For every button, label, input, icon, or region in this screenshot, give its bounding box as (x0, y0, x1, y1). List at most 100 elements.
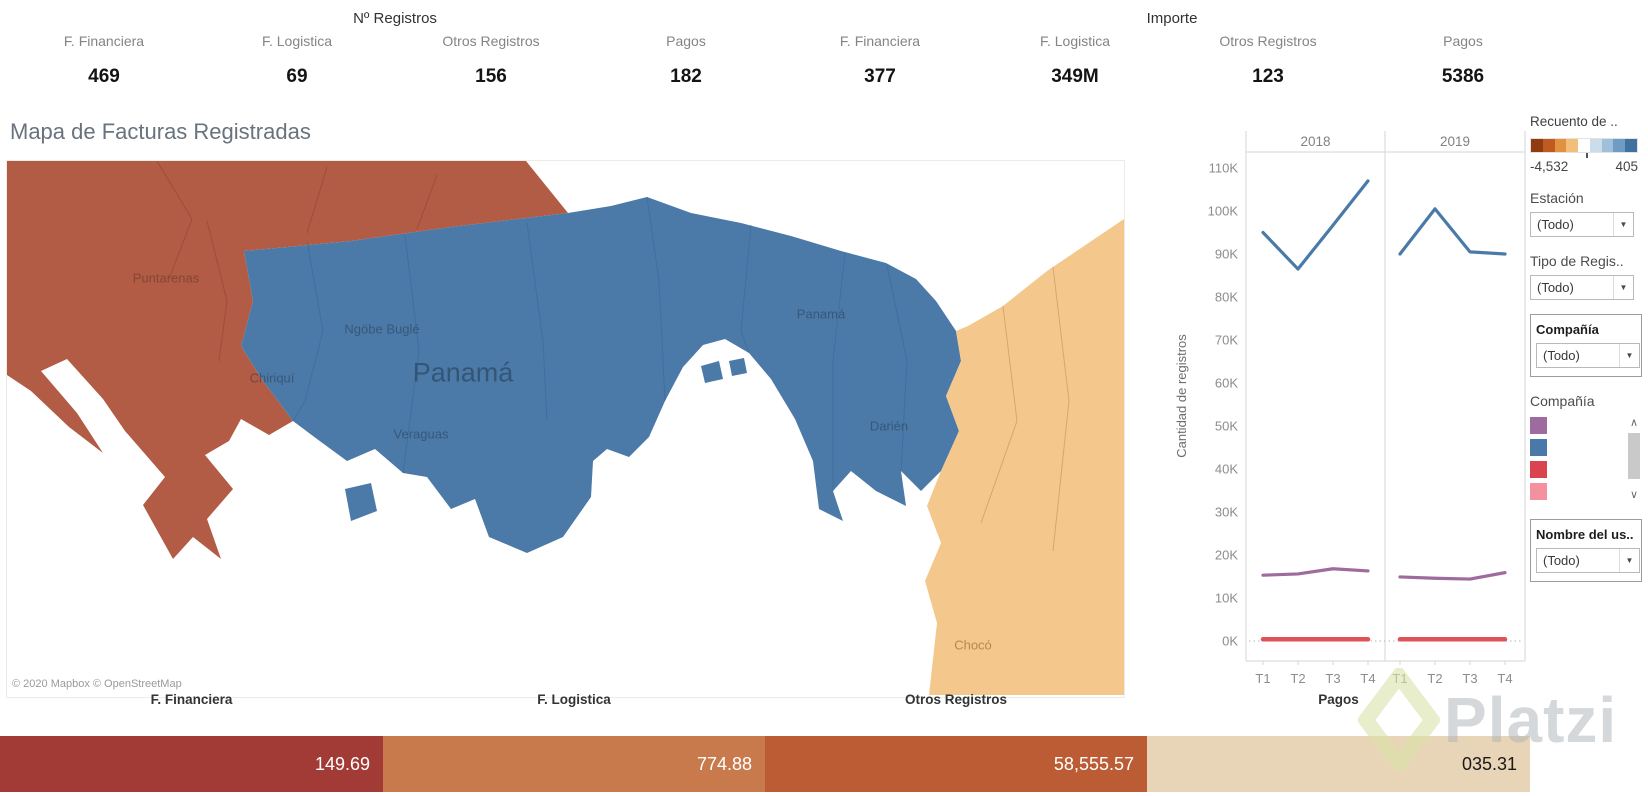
tipo-registro-dropdown[interactable]: (Todo) ▼ (1530, 275, 1634, 300)
y-tick-label: 30K (1215, 505, 1238, 520)
y-tick-label: 90K (1215, 247, 1238, 262)
nombre-usuario-dropdown[interactable]: (Todo) ▼ (1536, 548, 1640, 573)
kpi-group-title: Importe (1146, 10, 1198, 27)
panel-year-label: 2018 (1300, 134, 1330, 149)
kpi-label: Pagos (666, 33, 706, 49)
bar-segment-pagos[interactable]: 035.31 (1147, 736, 1530, 792)
bar-segment-label: Otros Registros (904, 692, 1008, 707)
compania-legend-swatch[interactable] (1530, 439, 1547, 456)
gradient-step (1554, 139, 1567, 152)
series-purple-2019[interactable] (1398, 571, 1507, 581)
kpi-value: 69 (286, 66, 308, 87)
panama-province-borders (292, 196, 908, 491)
map-region-panama[interactable] (241, 197, 961, 553)
y-tick-label: 10K (1215, 591, 1238, 606)
gradient-step (1578, 139, 1590, 152)
filter-title-nombre-usuario: Nombre del us.. (1536, 527, 1634, 542)
y-tick-label: 20K (1215, 548, 1238, 563)
compania-legend-scrollbar[interactable]: ∧ ∨ (1626, 417, 1642, 501)
map-region-colombia[interactable] (925, 219, 1124, 695)
x-tick-label: T1 (1255, 671, 1270, 686)
kpi-value: 156 (475, 66, 507, 87)
filter-sidebar: Recuento de .. -4,532 405 Estación (Todo… (1530, 114, 1648, 582)
recuento-gradient-bar (1530, 138, 1638, 153)
costa-rica-province-borders (156, 161, 438, 362)
kpi-label: F. Financiera (839, 33, 921, 49)
filter-title-compania: Compañía (1536, 322, 1599, 337)
compania-legend-swatch[interactable] (1530, 461, 1547, 478)
y-axis-title: Cantidad de registros (1174, 334, 1189, 458)
kpi-label: Otros Registros (442, 33, 540, 49)
kpi-value: 469 (88, 66, 120, 87)
bar-segment-label: F. Logistica (537, 692, 611, 707)
x-tick-label: T2 (1290, 671, 1305, 686)
x-tick-label: T4 (1497, 671, 1512, 686)
series-blue-2018[interactable] (1261, 179, 1370, 271)
kpi-value: 123 (1252, 66, 1284, 87)
gradient-step (1625, 139, 1638, 152)
tipo-registro-dropdown-arrow-icon[interactable]: ▼ (1613, 276, 1633, 299)
y-tick-label: 70K (1215, 333, 1238, 348)
series-blue-2019[interactable] (1398, 207, 1507, 256)
gradient-step (1531, 139, 1543, 152)
compania-legend-swatch[interactable] (1530, 483, 1547, 500)
nombre-usuario-dropdown-arrow-icon[interactable]: ▼ (1619, 549, 1639, 572)
map-region-costa-rica[interactable] (7, 161, 568, 559)
bar-segment-label: Pagos (1318, 692, 1359, 707)
compania-filter-card: Compañía (Todo) ▼ (1530, 314, 1642, 377)
gradient-step (1566, 139, 1579, 152)
kpi-label: F. Logistica (261, 33, 333, 49)
compania-dropdown-arrow-icon[interactable]: ▼ (1619, 344, 1639, 367)
compania-dropdown[interactable]: (Todo) ▼ (1536, 343, 1640, 368)
recuento-legend-title: Recuento de .. (1530, 114, 1618, 129)
estacion-dropdown[interactable]: (Todo) ▼ (1530, 212, 1634, 237)
map-islands (345, 358, 747, 521)
scroll-up-icon[interactable]: ∧ (1629, 417, 1639, 429)
y-tick-label: 100K (1208, 204, 1239, 219)
kpi-value: 182 (670, 66, 702, 87)
kpi-label: Pagos (1443, 33, 1483, 49)
y-tick-label: 40K (1215, 462, 1238, 477)
recuento-max-label: 405 (1615, 159, 1638, 174)
recuento-color-legend: -4,532 405 (1530, 138, 1638, 174)
kpi-label: F. Financiera (63, 33, 145, 49)
bar-filler (1530, 736, 1648, 792)
colombia-province-borders (980, 266, 1070, 552)
panel-year-label: 2019 (1440, 134, 1470, 149)
compania-legend-swatch[interactable] (1530, 417, 1547, 434)
recuento-gradient-tick (1586, 153, 1588, 158)
kpi-label: F. Logistica (1039, 33, 1111, 49)
gradient-step (1589, 139, 1602, 152)
nombre-usuario-filter-card: Nombre del us.. (Todo) ▼ (1530, 519, 1642, 582)
gradient-step (1542, 139, 1555, 152)
bar-segment-f-logistica[interactable]: 774.88 (383, 736, 765, 792)
map-title: Mapa de Facturas Registradas (10, 119, 311, 144)
map-canvas (7, 161, 1124, 695)
x-tick-label: T3 (1462, 671, 1477, 686)
kpi-group-title: Nº Registros (353, 10, 437, 27)
estacion-dropdown-arrow-icon[interactable]: ▼ (1613, 213, 1633, 236)
map-attribution[interactable]: © 2020 Mapbox © OpenStreetMap (12, 678, 182, 690)
y-tick-label: 60K (1215, 376, 1238, 391)
compania-color-legend (1530, 417, 1547, 505)
recuento-min-label: -4,532 (1530, 159, 1569, 174)
scrollbar-thumb[interactable] (1628, 433, 1640, 479)
scroll-down-icon[interactable]: ∨ (1629, 489, 1639, 501)
bottom-bar-labels: F. Financiera F. Logistica Otros Registros… (0, 692, 1648, 712)
filter-title-estacion: Estación (1530, 190, 1584, 206)
bar-segment-f-financiera[interactable]: 149.69 (0, 736, 383, 792)
x-tick-label: T1 (1392, 671, 1407, 686)
x-tick-label: T2 (1427, 671, 1442, 686)
series-purple-2018[interactable] (1261, 567, 1370, 577)
y-tick-label: 80K (1215, 290, 1238, 305)
gradient-step (1613, 139, 1626, 152)
kpi-value: 5386 (1441, 66, 1485, 87)
x-tick-label: T4 (1360, 671, 1375, 686)
scrollbar-track[interactable] (1627, 429, 1641, 489)
bar-segment-otros-registros[interactable]: 58,555.57 (765, 736, 1147, 792)
registros-line-chart: 2018 2019 0K 10K 20K 30K 40K 50K 60K 70K 80K 90K 100… (1150, 125, 1530, 695)
gradient-step (1601, 139, 1614, 152)
importe-segmented-bar: 149.69 774.88 58,555.57 035.31 (0, 736, 1648, 792)
y-tick-label: 110K (1209, 161, 1239, 176)
